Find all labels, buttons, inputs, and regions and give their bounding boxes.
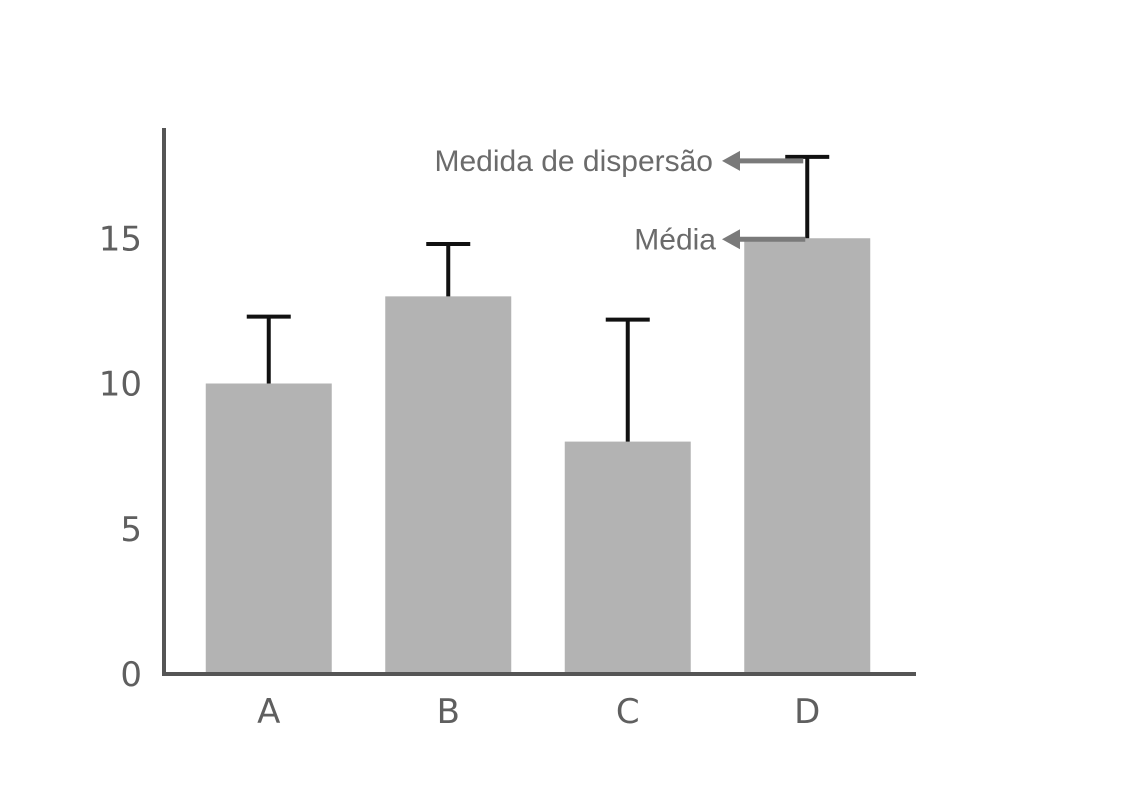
bar-B: [385, 296, 512, 674]
axes-layer: [162, 128, 916, 676]
bars-layer: [205, 238, 871, 674]
x-tick-label: D: [794, 692, 820, 732]
bar-A: [205, 383, 332, 674]
error-bar-B: [426, 242, 471, 297]
bar-D: [744, 238, 871, 674]
error-bars-layer: [246, 154, 830, 442]
x-tick-label: C: [616, 692, 640, 732]
annotations: Medida de dispersão Média: [434, 145, 806, 256]
error-bar-A: [246, 314, 291, 384]
y-tick-label: 10: [99, 365, 142, 405]
bar-C: [564, 441, 691, 674]
y-tick-label: 15: [99, 219, 142, 259]
error-bar-D: [785, 154, 830, 239]
x-tick-label: A: [257, 692, 280, 732]
arrow-left-icon: [722, 229, 806, 250]
y-tick-labels: 0 5 10 15: [99, 219, 142, 695]
error-bar-C: [605, 317, 650, 442]
annotation-dispersion-label: Medida de dispersão: [434, 145, 713, 178]
y-tick-label: 0: [120, 655, 142, 695]
arrow-head: [722, 229, 740, 250]
y-tick-label: 5: [120, 510, 142, 550]
x-tick-label: B: [437, 692, 460, 732]
x-tick-labels: A B C D: [257, 692, 820, 732]
arrow-head: [722, 150, 740, 171]
annotation-mean-label: Média: [634, 223, 716, 256]
arrow-left-icon: [722, 150, 804, 171]
